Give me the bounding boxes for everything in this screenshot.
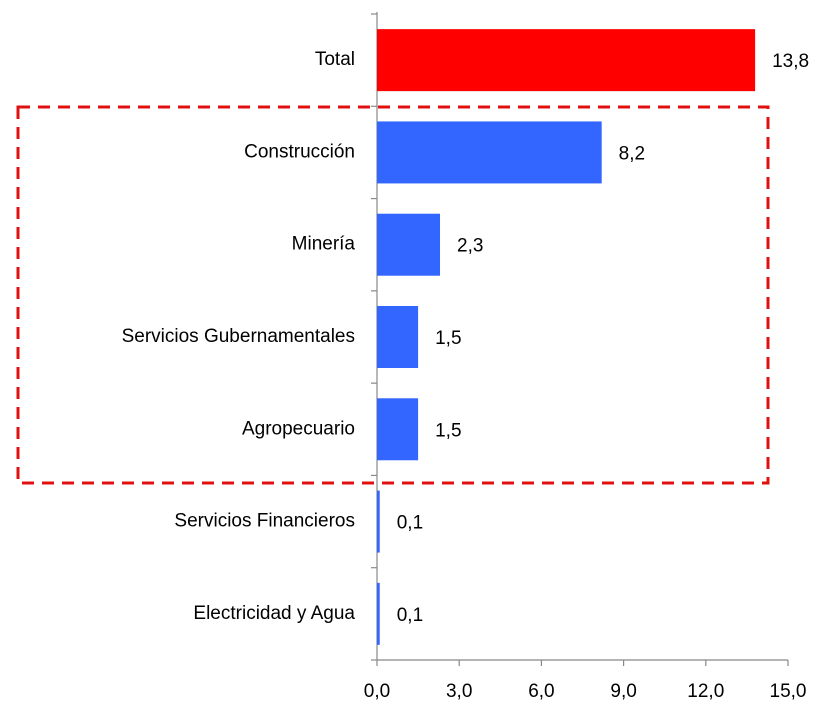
x-tick-label: 3,0 xyxy=(446,681,472,702)
value-label: 1,5 xyxy=(435,328,461,349)
category-label: Total xyxy=(315,49,355,70)
bar xyxy=(377,121,602,184)
category-label: Minería xyxy=(292,234,356,255)
category-label: Construcción xyxy=(244,141,355,162)
bar xyxy=(377,582,380,645)
x-tick-label: 12,0 xyxy=(687,681,724,702)
value-label: 0,1 xyxy=(397,513,423,534)
bar xyxy=(377,398,419,461)
highlight-box xyxy=(16,105,770,485)
bar xyxy=(377,213,441,276)
x-tick-label: 15,0 xyxy=(770,681,807,702)
bar xyxy=(377,29,756,92)
x-tick-label: 9,0 xyxy=(610,681,636,702)
x-tick-label: 0,0 xyxy=(364,681,390,702)
category-label: Servicios Financieros xyxy=(174,511,355,532)
value-label: 2,3 xyxy=(457,236,483,257)
value-label: 1,5 xyxy=(435,420,461,441)
value-label: 8,2 xyxy=(619,143,645,164)
bar xyxy=(377,490,380,553)
category-label: Electricidad y Agua xyxy=(193,603,355,624)
value-label: 13,8 xyxy=(772,51,809,72)
category-label: Agropecuario xyxy=(242,418,355,439)
category-label: Servicios Gubernamentales xyxy=(122,326,355,347)
x-tick-label: 6,0 xyxy=(528,681,554,702)
bar xyxy=(377,306,419,368)
value-label: 0,1 xyxy=(397,605,423,626)
